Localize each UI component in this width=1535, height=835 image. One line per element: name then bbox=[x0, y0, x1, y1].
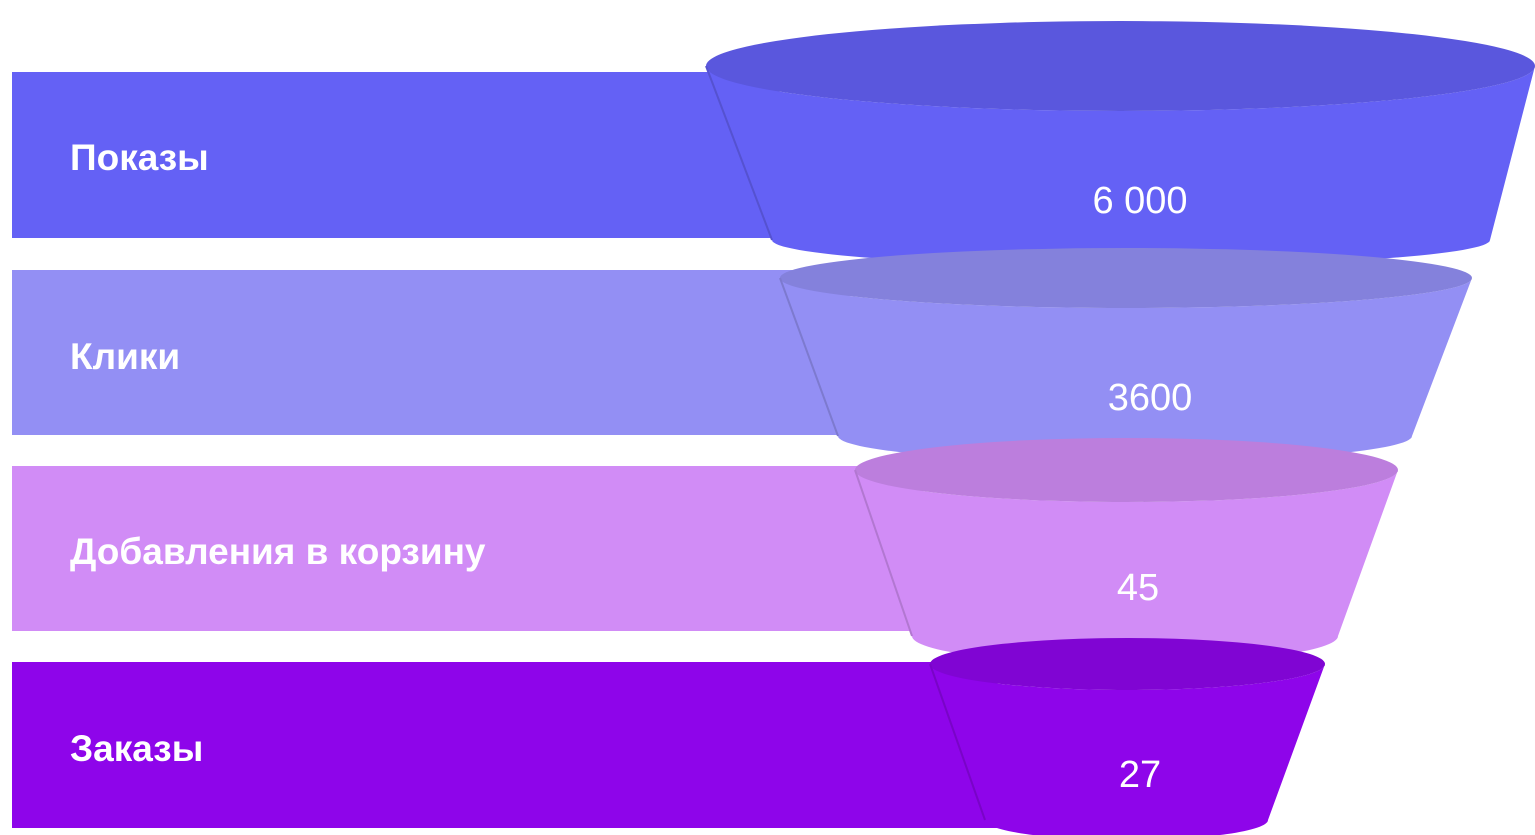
stage-value: 3600 bbox=[1108, 377, 1193, 419]
funnel-segment bbox=[780, 278, 1472, 462]
funnel-segment-rim bbox=[855, 438, 1398, 502]
funnel-segment-rim bbox=[930, 638, 1325, 690]
stage-value: 6 000 bbox=[1092, 180, 1187, 222]
stage-label: Заказы bbox=[70, 728, 203, 769]
stage-band bbox=[12, 270, 849, 435]
funnel-segment-rim bbox=[780, 248, 1472, 308]
stage-label: Добавления в корзину bbox=[70, 531, 486, 572]
stage-label: Клики bbox=[70, 336, 180, 377]
stage-band bbox=[12, 72, 779, 238]
stage-value: 45 bbox=[1117, 567, 1159, 609]
funnel-seam bbox=[779, 277, 839, 437]
funnel-segment bbox=[706, 66, 1535, 266]
stage-value: 27 bbox=[1119, 754, 1161, 796]
funnel-stage: Добавления в корзину 45 bbox=[12, 438, 1398, 664]
funnel-stage: Заказы 27 bbox=[12, 638, 1325, 835]
funnel-seam bbox=[705, 65, 773, 241]
funnel-segment-rim bbox=[706, 21, 1535, 111]
stage-label: Показы bbox=[70, 137, 209, 178]
stage-band bbox=[12, 466, 924, 631]
funnel-segment bbox=[855, 470, 1398, 664]
funnel-stage: Показы 6 000 bbox=[12, 21, 1535, 266]
funnel-segment bbox=[930, 664, 1325, 835]
funnel-stage: Клики 3600 bbox=[12, 248, 1472, 462]
funnel-seam bbox=[929, 663, 986, 821]
funnel-seam bbox=[854, 469, 913, 637]
stage-band bbox=[12, 662, 998, 828]
